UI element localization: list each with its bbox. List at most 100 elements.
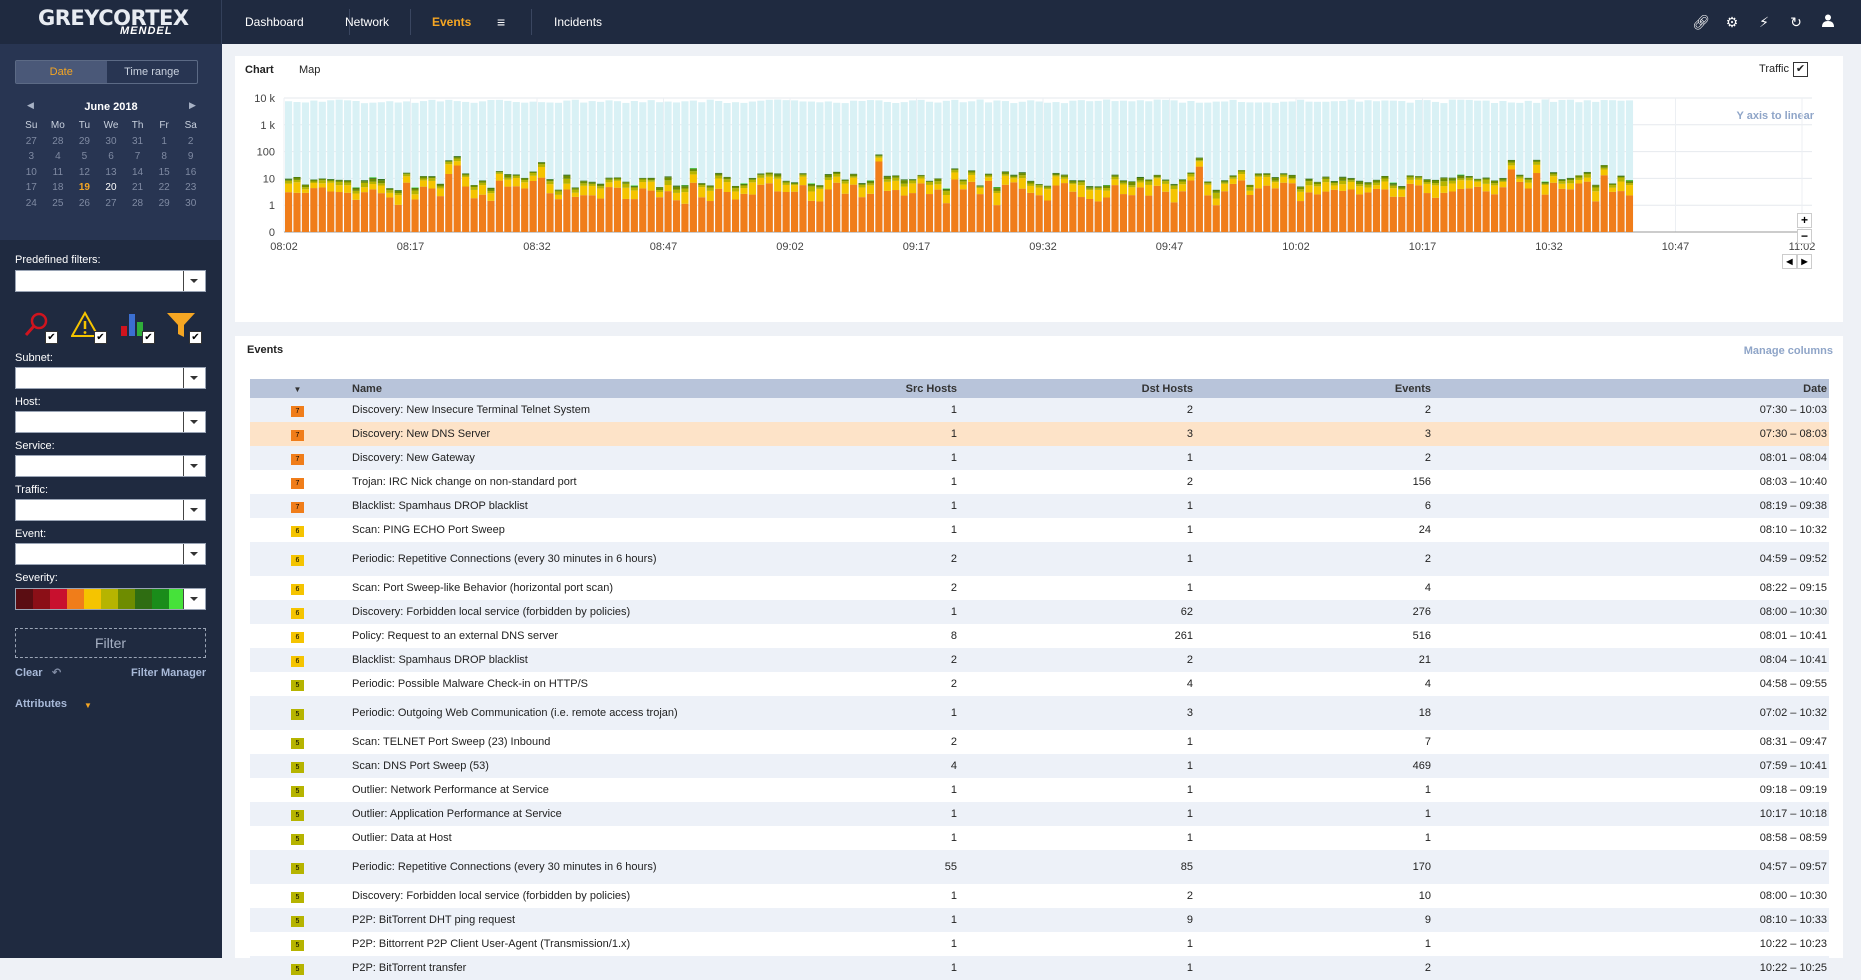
chevron-down-icon[interactable] xyxy=(183,544,205,564)
nav-events[interactable]: Events xyxy=(432,0,471,44)
calendar-day[interactable]: 10 xyxy=(18,166,45,180)
filter-manager-link[interactable]: Filter Manager xyxy=(131,667,206,679)
event-name[interactable]: P2P: Bittorrent P2P Client User-Agent (T… xyxy=(345,932,745,956)
calendar-day[interactable]: 13 xyxy=(98,166,125,180)
event-name[interactable]: Discovery: Forbidden local service (forb… xyxy=(345,884,745,908)
nav-network[interactable]: Network xyxy=(345,0,389,44)
severity-swatch[interactable] xyxy=(135,589,152,609)
severity-select[interactable] xyxy=(15,588,206,610)
pan-right-button[interactable]: ▶ xyxy=(1797,254,1812,269)
calendar-day[interactable]: 11 xyxy=(45,166,72,180)
chart-filter-toggle[interactable]: ✔ xyxy=(119,310,155,344)
service-select[interactable] xyxy=(15,455,206,477)
logo[interactable]: GREYCORTEX MENDEL xyxy=(0,0,222,44)
col-dst-hosts-header[interactable]: Dst Hosts xyxy=(959,379,1195,398)
chevron-down-icon[interactable] xyxy=(183,589,205,609)
calendar-day[interactable]: 29 xyxy=(151,197,178,211)
calendar-day[interactable]: 15 xyxy=(151,166,178,180)
calendar-day[interactable]: 27 xyxy=(98,197,125,211)
manage-columns-link[interactable]: Manage columns xyxy=(1744,345,1833,357)
calendar-day[interactable]: 20 xyxy=(98,181,125,195)
calendar-day[interactable]: 3 xyxy=(18,150,45,164)
warning-filter-toggle[interactable]: ✔ xyxy=(71,310,107,344)
event-name[interactable]: Discovery: New Insecure Terminal Telnet … xyxy=(345,398,745,422)
event-name[interactable]: Outlier: Application Performance at Serv… xyxy=(345,802,745,826)
chevron-down-icon[interactable] xyxy=(183,500,205,520)
calendar-day[interactable]: 19 xyxy=(71,181,98,195)
chevron-down-icon[interactable] xyxy=(183,271,205,291)
funnel-filter-toggle[interactable]: ✔ xyxy=(166,310,202,344)
tab-events[interactable]: Events xyxy=(235,336,295,364)
sort-severity-header[interactable]: ▼ xyxy=(250,379,345,398)
traffic-checkbox[interactable]: ✔ xyxy=(1793,62,1808,77)
event-name[interactable]: P2P: BitTorrent DHT ping request xyxy=(345,908,745,932)
chevron-down-icon[interactable] xyxy=(183,368,205,388)
calendar-day[interactable]: 24 xyxy=(18,197,45,211)
event-name[interactable]: Discovery: Forbidden local service (forb… xyxy=(345,600,745,624)
calendar-day[interactable]: 26 xyxy=(71,197,98,211)
severity-swatch[interactable] xyxy=(16,589,33,609)
calendar-day[interactable]: 12 xyxy=(71,166,98,180)
col-date-header[interactable]: Date xyxy=(1433,379,1829,398)
event-name[interactable]: Outlier: Network Performance at Service xyxy=(345,778,745,802)
calendar-day[interactable]: 7 xyxy=(124,150,151,164)
nav-dashboard[interactable]: Dashboard xyxy=(245,0,304,44)
severity-swatch[interactable] xyxy=(50,589,67,609)
zoom-in-button[interactable]: + xyxy=(1797,213,1812,228)
severity-swatch[interactable] xyxy=(152,589,169,609)
event-name[interactable]: Periodic: Outgoing Web Communication (i.… xyxy=(345,696,745,730)
event-name[interactable]: Scan: TELNET Port Sweep (23) Inbound xyxy=(345,730,745,754)
bolt-icon[interactable]: ⚡︎ xyxy=(1755,13,1773,31)
severity-swatch[interactable] xyxy=(67,589,84,609)
event-name[interactable]: Discovery: New DNS Server xyxy=(345,422,745,446)
event-name[interactable]: Scan: Port Sweep-like Behavior (horizont… xyxy=(345,576,745,600)
calendar-day[interactable]: 5 xyxy=(71,150,98,164)
gears-icon[interactable]: ⚙ xyxy=(1723,13,1741,31)
time-range-button[interactable]: Time range xyxy=(107,61,198,83)
undo-icon[interactable]: ↶ xyxy=(52,666,61,679)
tab-map[interactable]: Map xyxy=(289,56,330,84)
nav-incidents[interactable]: Incidents xyxy=(554,0,602,44)
clear-link[interactable]: Clear xyxy=(15,667,43,679)
filter-button[interactable]: Filter xyxy=(15,628,206,658)
event-name[interactable]: Periodic: Possible Malware Check-in on H… xyxy=(345,672,745,696)
calendar-day[interactable]: 17 xyxy=(18,181,45,195)
calendar-day[interactable]: 31 xyxy=(124,135,151,149)
refresh-icon[interactable]: ↻ xyxy=(1787,13,1805,31)
event-name[interactable]: Policy: Request to an external DNS serve… xyxy=(345,624,745,648)
tab-chart[interactable]: Chart xyxy=(235,56,284,84)
calendar-day[interactable]: 30 xyxy=(98,135,125,149)
calendar-day[interactable]: 16 xyxy=(177,166,204,180)
host-select[interactable] xyxy=(15,411,206,433)
predefined-filters-select[interactable] xyxy=(15,270,206,292)
calendar-day[interactable]: 28 xyxy=(45,135,72,149)
search-filter-toggle[interactable]: ✔ xyxy=(22,310,58,344)
calendar-day[interactable]: 30 xyxy=(177,197,204,211)
col-src-hosts-header[interactable]: Src Hosts xyxy=(745,379,959,398)
event-name[interactable]: Periodic: Repetitive Connections (every … xyxy=(345,542,745,576)
calendar-day[interactable]: 2 xyxy=(177,135,204,149)
attributes-link[interactable]: Attributes xyxy=(15,698,67,710)
calendar-day[interactable]: 22 xyxy=(151,181,178,195)
user-icon[interactable] xyxy=(1819,13,1837,31)
link-icon[interactable]: 🔗︎ xyxy=(1692,13,1710,31)
chevron-down-icon[interactable] xyxy=(183,456,205,476)
event-name[interactable]: P2P: BitTorrent transfer xyxy=(345,956,745,980)
next-month-icon[interactable]: ▶ xyxy=(189,100,196,111)
